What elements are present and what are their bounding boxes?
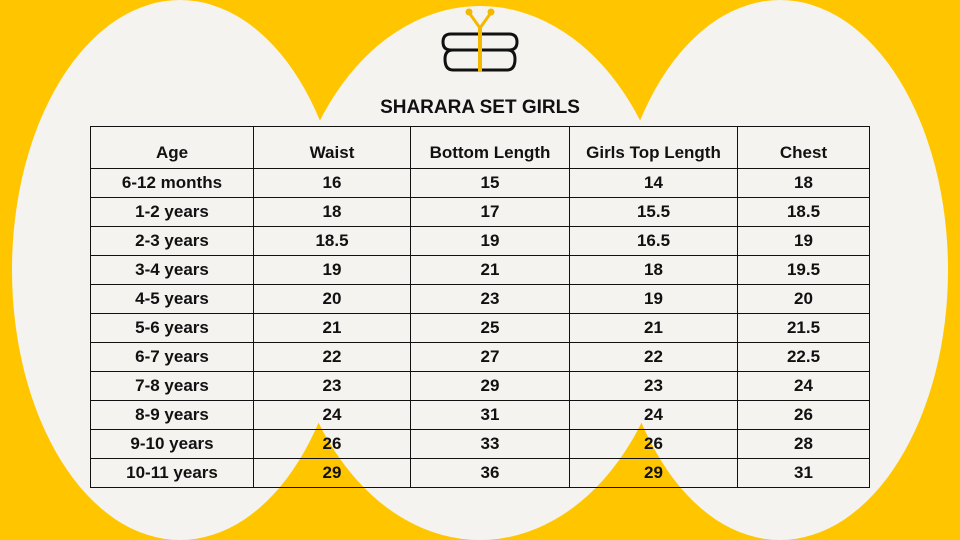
table-cell: 24 (737, 371, 870, 401)
page-title: SHARARA SET GIRLS (380, 97, 580, 118)
table-cell: 23 (410, 284, 570, 314)
table-cell: 33 (410, 429, 570, 459)
table-row: 5-6 years 21 25 21 21.5 (90, 313, 870, 343)
table-cell: 18 (253, 197, 411, 227)
table-cell: 18.5 (253, 226, 411, 256)
table-cell: 14 (569, 168, 738, 198)
table-cell: 19.5 (737, 255, 870, 285)
table-cell: 17 (410, 197, 570, 227)
table-cell: 19 (410, 226, 570, 256)
table-cell: 21 (410, 255, 570, 285)
table-cell: 26 (737, 400, 870, 430)
table-cell: 24 (569, 400, 738, 430)
table-cell: 19 (253, 255, 411, 285)
table-row: 10-11 years 29 36 29 31 (90, 458, 870, 488)
table-cell: 20 (253, 284, 411, 314)
table-cell: 16 (253, 168, 411, 198)
table-cell: 1-2 years (90, 197, 254, 227)
table-row: 9-10 years 26 33 26 28 (90, 429, 870, 459)
table-cell: 27 (410, 342, 570, 372)
table-cell: 15 (410, 168, 570, 198)
table-cell: 31 (410, 400, 570, 430)
table-cell: 3-4 years (90, 255, 254, 285)
table-cell: 16.5 (569, 226, 738, 256)
table-cell: 2-3 years (90, 226, 254, 256)
table-cell: 18.5 (737, 197, 870, 227)
table-row: 3-4 years 19 21 18 19.5 (90, 255, 870, 285)
table-cell: 29 (410, 371, 570, 401)
table-cell: 26 (569, 429, 738, 459)
table-cell: 18 (737, 168, 870, 198)
table-cell: 7-8 years (90, 371, 254, 401)
table-row: 6-12 months 16 15 14 18 (90, 168, 870, 198)
table-row: 6-7 years 22 27 22 22.5 (90, 342, 870, 372)
table-cell: 21 (253, 313, 411, 343)
table-cell: 21 (569, 313, 738, 343)
table-cell: 24 (253, 400, 411, 430)
table-cell: 19 (737, 226, 870, 256)
table-cell: 29 (253, 458, 411, 488)
table-cell: 22 (569, 342, 738, 372)
column-header: Age (90, 126, 254, 169)
table-cell: 9-10 years (90, 429, 254, 459)
table-cell: 25 (410, 313, 570, 343)
table-cell: 23 (253, 371, 411, 401)
table-row: 4-5 years 20 23 19 20 (90, 284, 870, 314)
table-cell: 28 (737, 429, 870, 459)
column-header: Chest (737, 126, 870, 169)
table-row: 8-9 years 24 31 24 26 (90, 400, 870, 430)
table-cell: 5-6 years (90, 313, 254, 343)
table-cell: 29 (569, 458, 738, 488)
table-row: 2-3 years 18.5 19 16.5 19 (90, 226, 870, 256)
table-cell: 26 (253, 429, 411, 459)
table-cell: 19 (569, 284, 738, 314)
table-cell: 8-9 years (90, 400, 254, 430)
table-cell: 6-7 years (90, 342, 254, 372)
size-chart-table: Age Waist Bottom Length Girls Top Length Che… (90, 126, 870, 488)
table-row: 7-8 years 23 29 23 24 (90, 371, 870, 401)
table-cell: 4-5 years (90, 284, 254, 314)
table-cell: 31 (737, 458, 870, 488)
table-cell: 36 (410, 458, 570, 488)
table-cell: 15.5 (569, 197, 738, 227)
table-cell: 18 (569, 255, 738, 285)
table-cell: 23 (569, 371, 738, 401)
column-header: Bottom Length (410, 126, 570, 169)
table-cell: 22 (253, 342, 411, 372)
butterfly-logo (441, 8, 519, 72)
table-cell: 6-12 months (90, 168, 254, 198)
table-cell: 10-11 years (90, 458, 254, 488)
table-cell: 20 (737, 284, 870, 314)
table-row: 1-2 years 18 17 15.5 18.5 (90, 197, 870, 227)
column-header: Waist (253, 126, 411, 169)
column-header: Girls Top Length (569, 126, 738, 169)
table-cell: 22.5 (737, 342, 870, 372)
header-row: Age Waist Bottom Length Girls Top Length Che… (90, 126, 870, 169)
table-cell: 21.5 (737, 313, 870, 343)
